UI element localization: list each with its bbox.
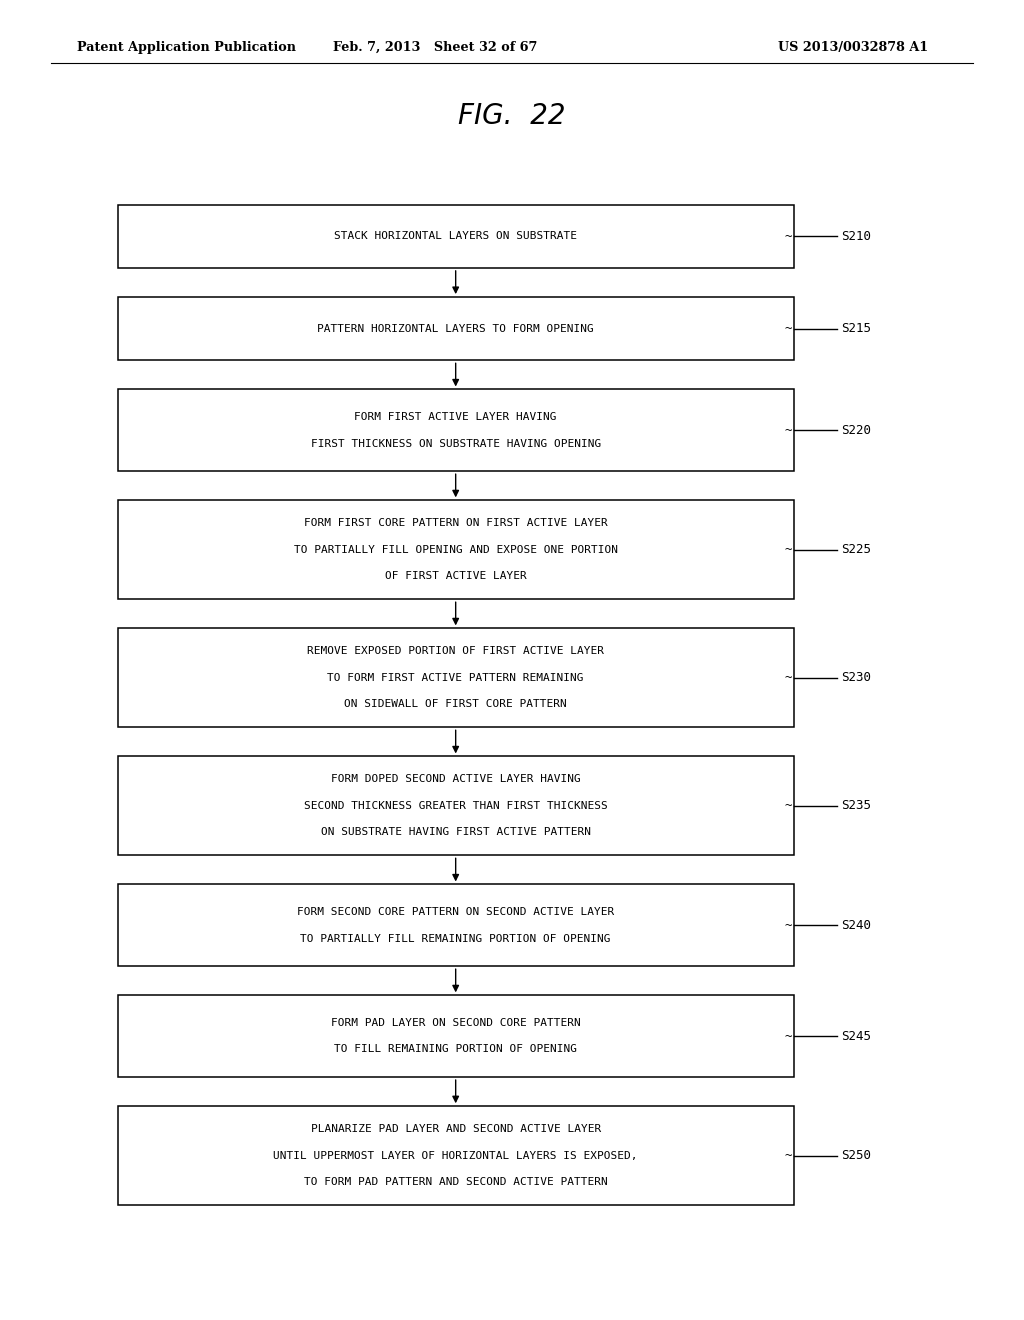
Text: ~: ~ [784, 919, 792, 932]
Text: FIG.  22: FIG. 22 [459, 102, 565, 131]
Text: ~: ~ [784, 1030, 792, 1043]
Text: FIRST THICKNESS ON SUBSTRATE HAVING OPENING: FIRST THICKNESS ON SUBSTRATE HAVING OPEN… [310, 438, 601, 449]
Text: FORM PAD LAYER ON SECOND CORE PATTERN: FORM PAD LAYER ON SECOND CORE PATTERN [331, 1018, 581, 1028]
Text: S210: S210 [841, 230, 870, 243]
Text: FORM DOPED SECOND ACTIVE LAYER HAVING: FORM DOPED SECOND ACTIVE LAYER HAVING [331, 775, 581, 784]
Text: TO PARTIALLY FILL OPENING AND EXPOSE ONE PORTION: TO PARTIALLY FILL OPENING AND EXPOSE ONE… [294, 545, 617, 554]
Text: S240: S240 [841, 919, 870, 932]
Bar [118, 297, 794, 360]
Text: S215: S215 [841, 322, 870, 335]
Text: S220: S220 [841, 424, 870, 437]
Text: ~: ~ [784, 800, 792, 812]
Text: ON SUBSTRATE HAVING FIRST ACTIVE PATTERN: ON SUBSTRATE HAVING FIRST ACTIVE PATTERN [321, 828, 591, 837]
Text: FORM SECOND CORE PATTERN ON SECOND ACTIVE LAYER: FORM SECOND CORE PATTERN ON SECOND ACTIV… [297, 907, 614, 917]
Text: TO PARTIALLY FILL REMAINING PORTION OF OPENING: TO PARTIALLY FILL REMAINING PORTION OF O… [300, 933, 611, 944]
Text: TO FORM FIRST ACTIVE PATTERN REMAINING: TO FORM FIRST ACTIVE PATTERN REMAINING [328, 673, 584, 682]
Text: Patent Application Publication: Patent Application Publication [77, 41, 296, 54]
Text: S245: S245 [841, 1030, 870, 1043]
Text: ~: ~ [784, 322, 792, 335]
Bar [118, 995, 794, 1077]
Bar [118, 884, 794, 966]
Text: ~: ~ [784, 544, 792, 556]
Text: ~: ~ [784, 672, 792, 684]
Text: FORM FIRST ACTIVE LAYER HAVING: FORM FIRST ACTIVE LAYER HAVING [354, 412, 557, 422]
Text: ON SIDEWALL OF FIRST CORE PATTERN: ON SIDEWALL OF FIRST CORE PATTERN [344, 700, 567, 709]
Text: SECOND THICKNESS GREATER THAN FIRST THICKNESS: SECOND THICKNESS GREATER THAN FIRST THIC… [304, 801, 607, 810]
Text: REMOVE EXPOSED PORTION OF FIRST ACTIVE LAYER: REMOVE EXPOSED PORTION OF FIRST ACTIVE L… [307, 647, 604, 656]
Text: S225: S225 [841, 544, 870, 556]
Text: PLANARIZE PAD LAYER AND SECOND ACTIVE LAYER: PLANARIZE PAD LAYER AND SECOND ACTIVE LA… [310, 1125, 601, 1134]
Bar [118, 389, 794, 471]
Text: S235: S235 [841, 800, 870, 812]
Text: TO FILL REMAINING PORTION OF OPENING: TO FILL REMAINING PORTION OF OPENING [334, 1044, 578, 1055]
Text: FORM FIRST CORE PATTERN ON FIRST ACTIVE LAYER: FORM FIRST CORE PATTERN ON FIRST ACTIVE … [304, 519, 607, 528]
Text: UNTIL UPPERMOST LAYER OF HORIZONTAL LAYERS IS EXPOSED,: UNTIL UPPERMOST LAYER OF HORIZONTAL LAYE… [273, 1151, 638, 1160]
Text: US 2013/0032878 A1: US 2013/0032878 A1 [778, 41, 929, 54]
Text: S250: S250 [841, 1150, 870, 1162]
Text: TO FORM PAD PATTERN AND SECOND ACTIVE PATTERN: TO FORM PAD PATTERN AND SECOND ACTIVE PA… [304, 1177, 607, 1187]
Text: Feb. 7, 2013   Sheet 32 of 67: Feb. 7, 2013 Sheet 32 of 67 [333, 41, 538, 54]
Bar [118, 1106, 794, 1205]
Bar [118, 756, 794, 855]
Text: PATTERN HORIZONTAL LAYERS TO FORM OPENING: PATTERN HORIZONTAL LAYERS TO FORM OPENIN… [317, 323, 594, 334]
Text: ~: ~ [784, 1150, 792, 1162]
Text: ~: ~ [784, 230, 792, 243]
Text: ~: ~ [784, 424, 792, 437]
Text: OF FIRST ACTIVE LAYER: OF FIRST ACTIVE LAYER [385, 572, 526, 581]
Bar [118, 628, 794, 727]
Bar [118, 500, 794, 599]
Text: STACK HORIZONTAL LAYERS ON SUBSTRATE: STACK HORIZONTAL LAYERS ON SUBSTRATE [334, 231, 578, 242]
Text: S230: S230 [841, 672, 870, 684]
Bar [118, 205, 794, 268]
